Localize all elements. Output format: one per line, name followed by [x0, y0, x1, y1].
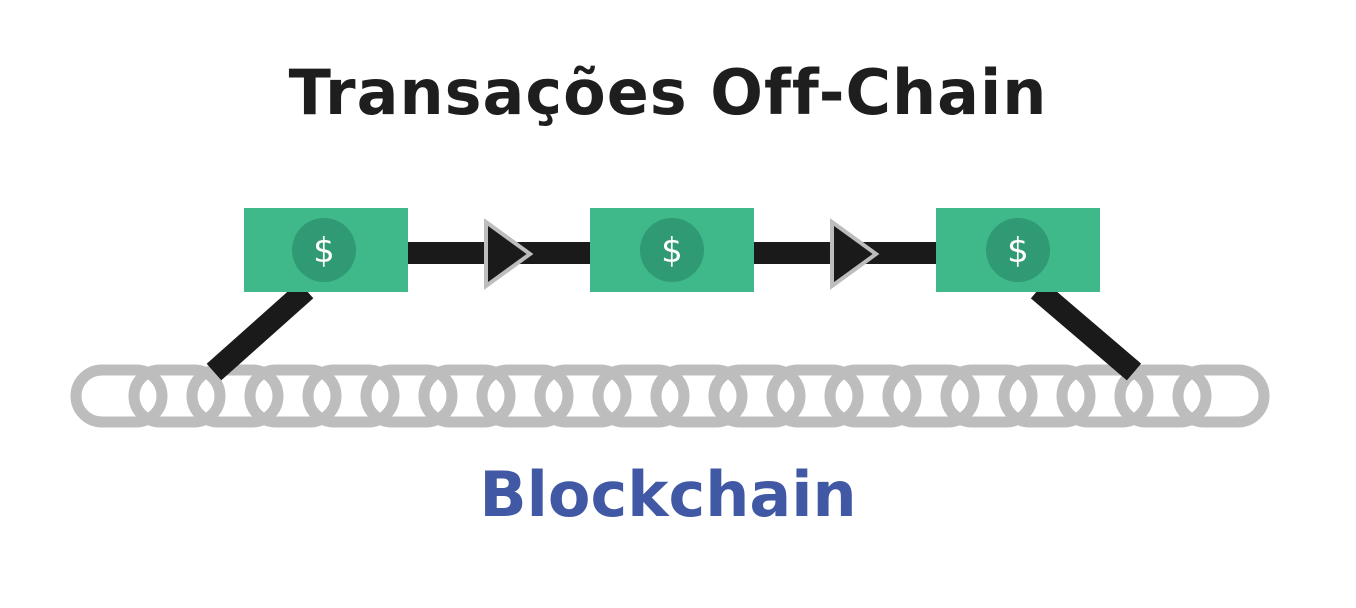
chain-connectors: [206, 281, 1142, 381]
diagram-title: Transações Off-Chain: [288, 56, 1048, 129]
chain-link: [766, 364, 864, 428]
chain-link: [418, 364, 516, 428]
blockchain-chain: [70, 364, 1270, 428]
coin-circle: [986, 218, 1050, 282]
chain-link: [824, 364, 922, 428]
money-note-3: $: [936, 208, 1100, 292]
coin-circle: [640, 218, 704, 282]
blockchain-label: Blockchain: [479, 458, 857, 531]
chain-link: [128, 364, 226, 428]
chain-link: [708, 364, 806, 428]
chain-link: [1172, 364, 1270, 428]
note-links: [404, 218, 940, 290]
chain-link: [1056, 364, 1154, 428]
dollar-icon: $: [313, 231, 335, 271]
chain-link: [650, 364, 748, 428]
dollar-icon: $: [661, 231, 683, 271]
chain-link: [302, 364, 400, 428]
chain-link: [186, 364, 284, 428]
money-note-1: $: [244, 208, 408, 292]
chain-link: [534, 364, 632, 428]
chain-link: [882, 364, 980, 428]
chain-link: [940, 364, 1038, 428]
dollar-icon: $: [1007, 231, 1029, 271]
arrow-right-icon: [484, 218, 534, 290]
chain-link: [998, 364, 1096, 428]
coin-circle: [292, 218, 356, 282]
arrow-right-icon: [830, 218, 880, 290]
chain-link: [592, 364, 690, 428]
connector-left: [206, 281, 314, 381]
chain-link: [476, 364, 574, 428]
chain-link: [244, 364, 342, 428]
chain-link: [1114, 364, 1212, 428]
chain-link: [70, 364, 168, 428]
connector-right: [1030, 281, 1142, 381]
chain-link: [360, 364, 458, 428]
money-note-2: $: [590, 208, 754, 292]
